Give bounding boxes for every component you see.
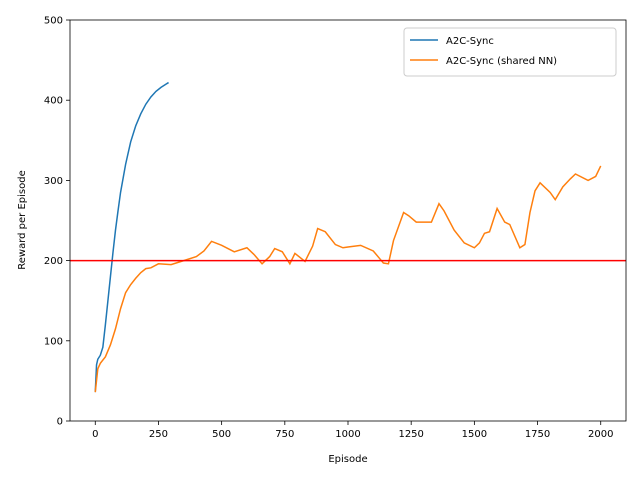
legend-box	[403, 27, 617, 77]
y-axis-label: Reward per Episode	[17, 170, 28, 269]
x-tick-label: 1750	[525, 429, 550, 440]
plot-frame	[69, 19, 627, 422]
y-tick-label: 100	[44, 336, 63, 347]
y-tick-label: 0	[57, 417, 63, 428]
x-tick-label: 2000	[588, 429, 613, 440]
x-tick-label: 750	[275, 429, 294, 440]
y-tick-label: 200	[44, 256, 63, 267]
y-tick-label: 400	[44, 96, 63, 107]
x-tick-label: 500	[212, 429, 231, 440]
legend: A2C-Sync A2C-Sync (shared NN)	[403, 27, 617, 77]
x-tick-label: 1000	[335, 429, 360, 440]
y-tick-label: 300	[44, 176, 63, 187]
y-tick-label: 500	[44, 16, 63, 27]
x-tick-label: 1500	[462, 429, 487, 440]
x-axis-label: Episode	[328, 454, 367, 465]
legend-label: A2C-Sync (shared NN)	[446, 56, 557, 67]
x-tick-label: 250	[149, 429, 168, 440]
series-line	[94, 165, 602, 393]
x-tick-label: 0	[92, 429, 98, 440]
legend-label: A2C-Sync	[446, 36, 494, 47]
series-line	[94, 81, 169, 393]
x-tick-label: 1250	[398, 429, 423, 440]
